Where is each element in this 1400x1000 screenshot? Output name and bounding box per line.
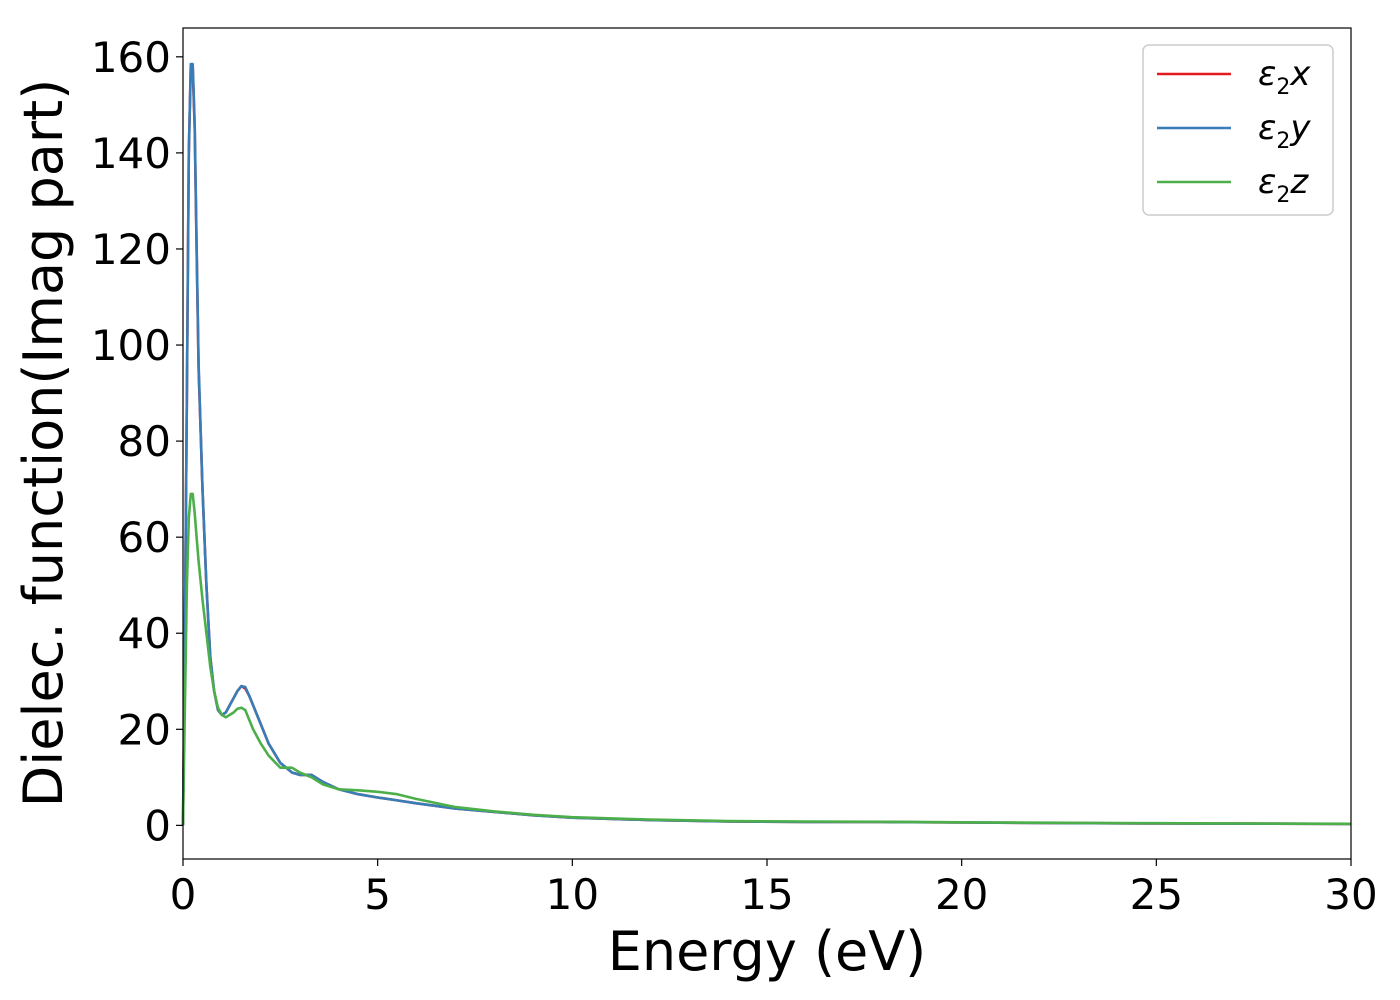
series-layer xyxy=(181,62,1352,826)
y-tick-label: 20 xyxy=(118,705,171,754)
legend: ε2x ε2y ε2z xyxy=(1142,44,1334,216)
y-tick-label: 40 xyxy=(118,609,171,658)
x-tick-label: 25 xyxy=(1130,870,1183,919)
legend-label-x: ε2x xyxy=(1258,54,1311,100)
y-axis-ticks: 0 20 40 60 80 100 120 140 160 xyxy=(91,33,183,850)
x-tick-label: 5 xyxy=(364,870,391,919)
y-tick-label: 140 xyxy=(91,129,171,178)
y-tick-label: 100 xyxy=(91,321,171,370)
x-axis-title: Energy (eV) xyxy=(608,920,927,983)
x-tick-label: 10 xyxy=(546,870,599,919)
legend-label-z: ε2z xyxy=(1258,162,1309,208)
legend-label-y: ε2y xyxy=(1258,108,1311,154)
x-tick-label: 15 xyxy=(740,870,793,919)
y-tick-label: 120 xyxy=(91,225,171,274)
legend-box xyxy=(1142,44,1334,216)
y-tick-label: 0 xyxy=(144,801,171,850)
series-line-z xyxy=(181,492,1352,826)
y-tick-label: 60 xyxy=(118,513,171,562)
y-axis-title: Dielec. function(Imag part) xyxy=(12,79,75,808)
x-tick-label: 30 xyxy=(1324,870,1377,919)
y-tick-label: 160 xyxy=(91,33,171,82)
y-tick-label: 80 xyxy=(118,417,171,466)
x-axis-ticks: 0 5 10 15 20 25 30 xyxy=(170,859,1378,919)
x-tick-label: 0 xyxy=(170,870,197,919)
x-tick-label: 20 xyxy=(935,870,988,919)
